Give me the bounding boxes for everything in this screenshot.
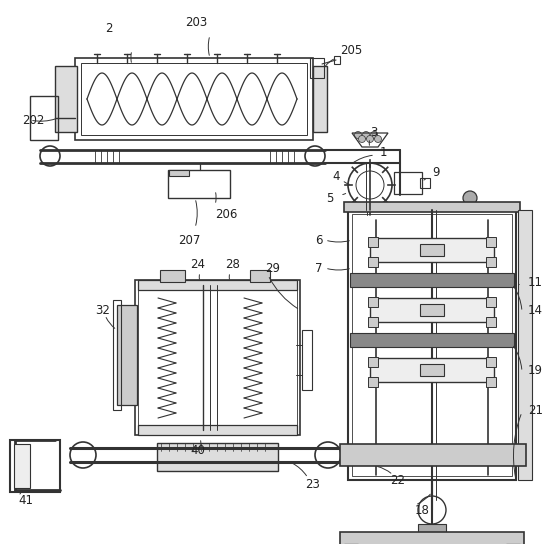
Bar (486, 357, 496, 367)
Circle shape (371, 132, 378, 139)
Text: 11: 11 (528, 275, 543, 288)
Bar (394, 172, 422, 194)
Bar (14, 444, 30, 488)
Text: 29: 29 (265, 262, 280, 275)
Text: 2: 2 (105, 22, 113, 34)
Bar (348, 210, 516, 480)
Bar (370, 238, 494, 262)
Text: 202: 202 (22, 114, 44, 127)
Circle shape (362, 132, 369, 139)
Text: 205: 205 (340, 44, 362, 57)
Circle shape (367, 135, 373, 143)
Bar (368, 237, 378, 247)
Bar (55, 66, 77, 132)
Bar (334, 56, 340, 64)
Bar (250, 270, 270, 282)
Bar (313, 66, 327, 132)
Text: 40: 40 (190, 443, 205, 456)
Text: 5: 5 (326, 191, 333, 205)
Text: 9: 9 (432, 165, 440, 178)
Circle shape (463, 191, 477, 205)
Bar (368, 317, 378, 327)
Bar (352, 214, 512, 476)
Bar (368, 297, 378, 307)
Bar (10, 440, 60, 492)
Bar (157, 443, 278, 471)
Bar (486, 297, 496, 307)
Bar (160, 270, 185, 282)
Bar (135, 280, 300, 435)
Text: 14: 14 (528, 304, 543, 317)
Text: 18: 18 (415, 504, 430, 516)
Bar (420, 244, 444, 256)
Bar (370, 358, 494, 382)
Bar (418, 524, 446, 534)
Bar (344, 202, 520, 212)
Bar (138, 425, 297, 435)
Bar (368, 377, 378, 387)
Bar (30, 96, 58, 140)
Text: 41: 41 (18, 493, 33, 506)
Bar (138, 280, 297, 290)
Text: 207: 207 (178, 233, 200, 246)
Text: 21: 21 (528, 404, 543, 417)
Text: 206: 206 (215, 208, 237, 221)
Bar (340, 444, 526, 466)
Bar (420, 364, 444, 376)
Bar (350, 273, 514, 287)
Bar (168, 170, 230, 198)
Text: 1: 1 (380, 145, 388, 158)
Text: 22: 22 (390, 473, 405, 486)
Bar (310, 58, 324, 78)
Text: 6: 6 (315, 233, 322, 246)
Text: 4: 4 (332, 170, 339, 182)
Text: 19: 19 (528, 363, 543, 376)
Bar (368, 257, 378, 267)
Bar (368, 357, 378, 367)
Bar (117, 305, 137, 405)
Bar (113, 300, 121, 410)
Bar (420, 178, 430, 188)
Text: 24: 24 (190, 258, 205, 271)
Bar (75, 58, 313, 140)
Bar (518, 210, 532, 480)
Bar (169, 170, 189, 176)
Bar (486, 237, 496, 247)
Bar (302, 330, 312, 390)
Bar (138, 283, 297, 432)
Bar (81, 63, 307, 135)
Circle shape (355, 132, 361, 139)
Text: 23: 23 (305, 479, 320, 491)
Circle shape (374, 135, 382, 143)
Bar (420, 304, 444, 316)
Text: 203: 203 (185, 15, 208, 28)
Bar (350, 333, 514, 347)
Text: 32: 32 (95, 304, 110, 317)
Text: 7: 7 (315, 262, 322, 275)
Bar (370, 298, 494, 322)
Text: 28: 28 (225, 258, 240, 271)
Text: 3: 3 (370, 126, 377, 139)
Bar (340, 532, 524, 544)
Bar (486, 257, 496, 267)
Bar (486, 317, 496, 327)
Circle shape (358, 135, 366, 143)
Bar (486, 377, 496, 387)
